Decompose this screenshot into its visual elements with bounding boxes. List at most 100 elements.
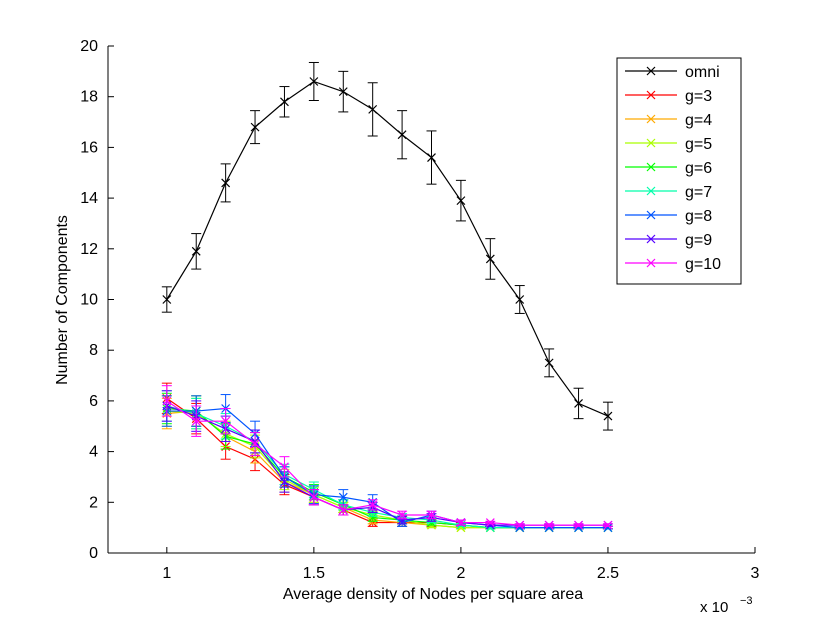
series-layer bbox=[161, 61, 613, 533]
marker-stroke bbox=[603, 411, 613, 421]
marker-stroke bbox=[485, 518, 495, 528]
y-axis-label: Number of Components bbox=[54, 215, 71, 385]
legend-marker bbox=[646, 258, 656, 268]
y-tick-label: 2 bbox=[89, 494, 98, 511]
legend-marker bbox=[646, 90, 656, 100]
marker-stroke bbox=[544, 358, 554, 368]
data-point bbox=[221, 178, 231, 188]
data-point bbox=[603, 411, 613, 421]
data-point bbox=[397, 130, 407, 140]
marker-stroke bbox=[338, 492, 348, 502]
marker-stroke bbox=[250, 122, 260, 132]
x-tick-label: 2.5 bbox=[597, 565, 619, 582]
data-point bbox=[250, 122, 260, 132]
legend-label: g=3 bbox=[685, 88, 712, 105]
marker-stroke bbox=[191, 416, 201, 426]
marker-stroke bbox=[574, 399, 583, 408]
marker-stroke bbox=[544, 520, 554, 530]
y-tick-label: 0 bbox=[89, 545, 98, 562]
x-axis-label: Average density of Nodes per square area bbox=[283, 586, 583, 603]
legend-marker bbox=[646, 162, 656, 172]
data-point bbox=[221, 416, 231, 426]
legend: omni g=3 g=4 g=5 g=6 g=7 g=8 g=9 g=10 bbox=[616, 57, 742, 285]
data-point bbox=[280, 462, 289, 472]
legend-item: g=5 bbox=[625, 136, 712, 153]
data-point bbox=[574, 399, 583, 408]
legend-marker bbox=[646, 114, 656, 124]
series-line bbox=[166, 397, 608, 529]
marker-stroke bbox=[515, 520, 525, 530]
marker-stroke bbox=[456, 196, 466, 206]
y-tick-label: 10 bbox=[80, 292, 98, 309]
legend-marker bbox=[646, 138, 656, 148]
data-point bbox=[191, 416, 201, 426]
marker-stroke bbox=[427, 153, 436, 162]
x-exponent-label: x 10 −3 bbox=[700, 595, 753, 616]
series-omni bbox=[161, 61, 613, 431]
legend-item: g=7 bbox=[625, 184, 712, 201]
marker-stroke bbox=[309, 492, 319, 502]
legend-item: g=6 bbox=[625, 160, 712, 177]
legend-item: g=9 bbox=[625, 232, 712, 249]
marker-stroke bbox=[603, 520, 613, 530]
marker-stroke bbox=[162, 396, 172, 406]
marker-stroke bbox=[162, 295, 172, 304]
marker-stroke bbox=[191, 246, 201, 256]
data-point bbox=[397, 510, 407, 520]
marker-stroke bbox=[309, 77, 319, 86]
marker-stroke bbox=[280, 477, 289, 487]
legend-marker bbox=[646, 186, 656, 196]
x-tick-label: 1.5 bbox=[303, 565, 325, 582]
legend-label: g=9 bbox=[685, 232, 712, 249]
y-tick-label: 4 bbox=[89, 444, 98, 461]
legend-item: g=4 bbox=[625, 112, 712, 129]
series-line bbox=[166, 405, 608, 526]
legend-marker bbox=[646, 66, 656, 76]
x-exponent-base: x 10 bbox=[700, 599, 728, 616]
legend-marker bbox=[646, 234, 656, 244]
legend-item: g=10 bbox=[625, 256, 721, 273]
legend-item: g=3 bbox=[625, 88, 712, 105]
y-tick-label: 20 bbox=[80, 38, 98, 55]
y-axis: 0 2 4 6 8 10 12 14 16 18 20 bbox=[80, 38, 114, 562]
data-point bbox=[515, 520, 525, 530]
data-point bbox=[456, 196, 466, 206]
series-line bbox=[166, 400, 608, 526]
legend-box bbox=[616, 57, 742, 285]
data-point bbox=[280, 477, 289, 487]
marker-stroke bbox=[427, 510, 436, 520]
x-axis: 1 1.5 2 2.5 3 bbox=[162, 547, 760, 582]
data-point bbox=[456, 518, 466, 528]
x-tick-label: 3 bbox=[751, 565, 760, 582]
data-point bbox=[338, 492, 348, 502]
marker-stroke bbox=[368, 104, 378, 114]
series-g-10 bbox=[161, 385, 613, 530]
y-tick-label: 12 bbox=[80, 241, 98, 258]
legend-label: omni bbox=[685, 64, 720, 81]
marker-stroke bbox=[456, 518, 466, 528]
legend-label: g=7 bbox=[685, 184, 712, 201]
marker-stroke bbox=[221, 178, 231, 188]
legend-marker bbox=[646, 210, 656, 220]
legend-item: g=8 bbox=[625, 208, 712, 225]
y-tick-label: 16 bbox=[80, 139, 98, 156]
data-point bbox=[191, 246, 201, 256]
series-line bbox=[166, 80, 609, 417]
data-point bbox=[427, 153, 436, 162]
marker-stroke bbox=[280, 462, 289, 472]
data-point bbox=[309, 77, 319, 86]
marker-stroke bbox=[515, 295, 525, 304]
legend-item: omni bbox=[625, 64, 720, 81]
data-point bbox=[162, 396, 172, 406]
y-tick-label: 8 bbox=[89, 342, 98, 359]
marker-stroke bbox=[250, 439, 260, 449]
data-point bbox=[485, 518, 495, 528]
marker-stroke bbox=[368, 500, 378, 510]
data-point bbox=[574, 520, 583, 530]
legend-label: g=8 bbox=[685, 208, 712, 225]
data-point bbox=[485, 254, 495, 264]
x-exponent-power: −3 bbox=[740, 595, 753, 607]
marker-stroke bbox=[397, 510, 407, 520]
data-point bbox=[250, 439, 260, 449]
